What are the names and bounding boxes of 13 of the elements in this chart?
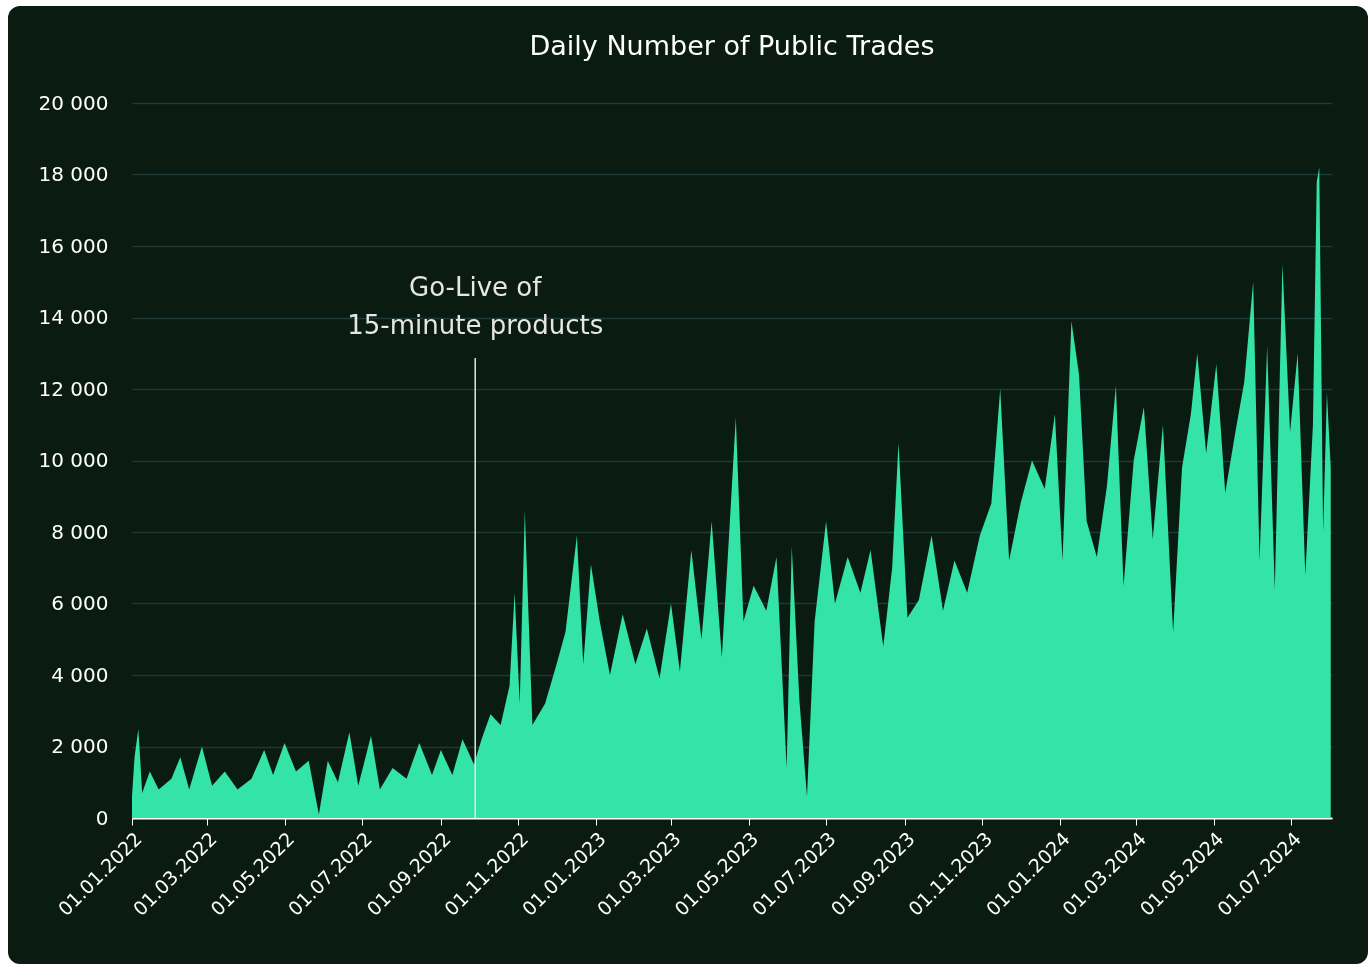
y-tick-label: 12 000 xyxy=(38,376,109,401)
y-tick-label: 4 000 xyxy=(51,662,109,687)
y-tick-label: 0 xyxy=(95,805,109,830)
y-tick-label: 16 000 xyxy=(38,233,109,258)
y-tick-label: 6 000 xyxy=(51,591,109,615)
y-tick-label: 8 000 xyxy=(51,519,109,544)
y-tick-label: 20 000 xyxy=(38,90,109,115)
y-tick-label: 10 000 xyxy=(38,448,109,472)
y-tick-label: 2 000 xyxy=(51,734,109,758)
ref-line-label: Go-Live of 15-minute products xyxy=(347,272,604,340)
chart-title: Daily Number of Public Trades xyxy=(529,30,935,61)
y-tick-label: 18 000 xyxy=(38,162,109,186)
y-tick-label: 14 000 xyxy=(38,305,109,329)
